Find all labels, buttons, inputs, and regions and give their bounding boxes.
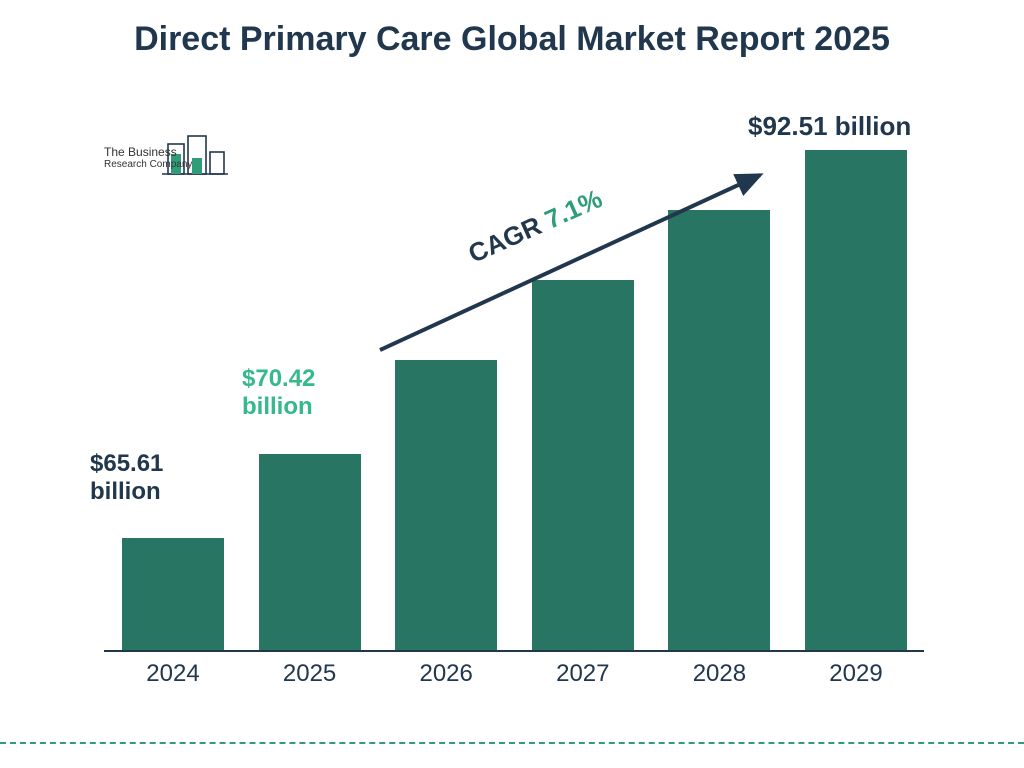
bottom-separator bbox=[0, 742, 1024, 744]
chart-container: { "title": "Direct Primary Care Global M… bbox=[0, 0, 1024, 768]
trend-arrow bbox=[0, 0, 1024, 768]
